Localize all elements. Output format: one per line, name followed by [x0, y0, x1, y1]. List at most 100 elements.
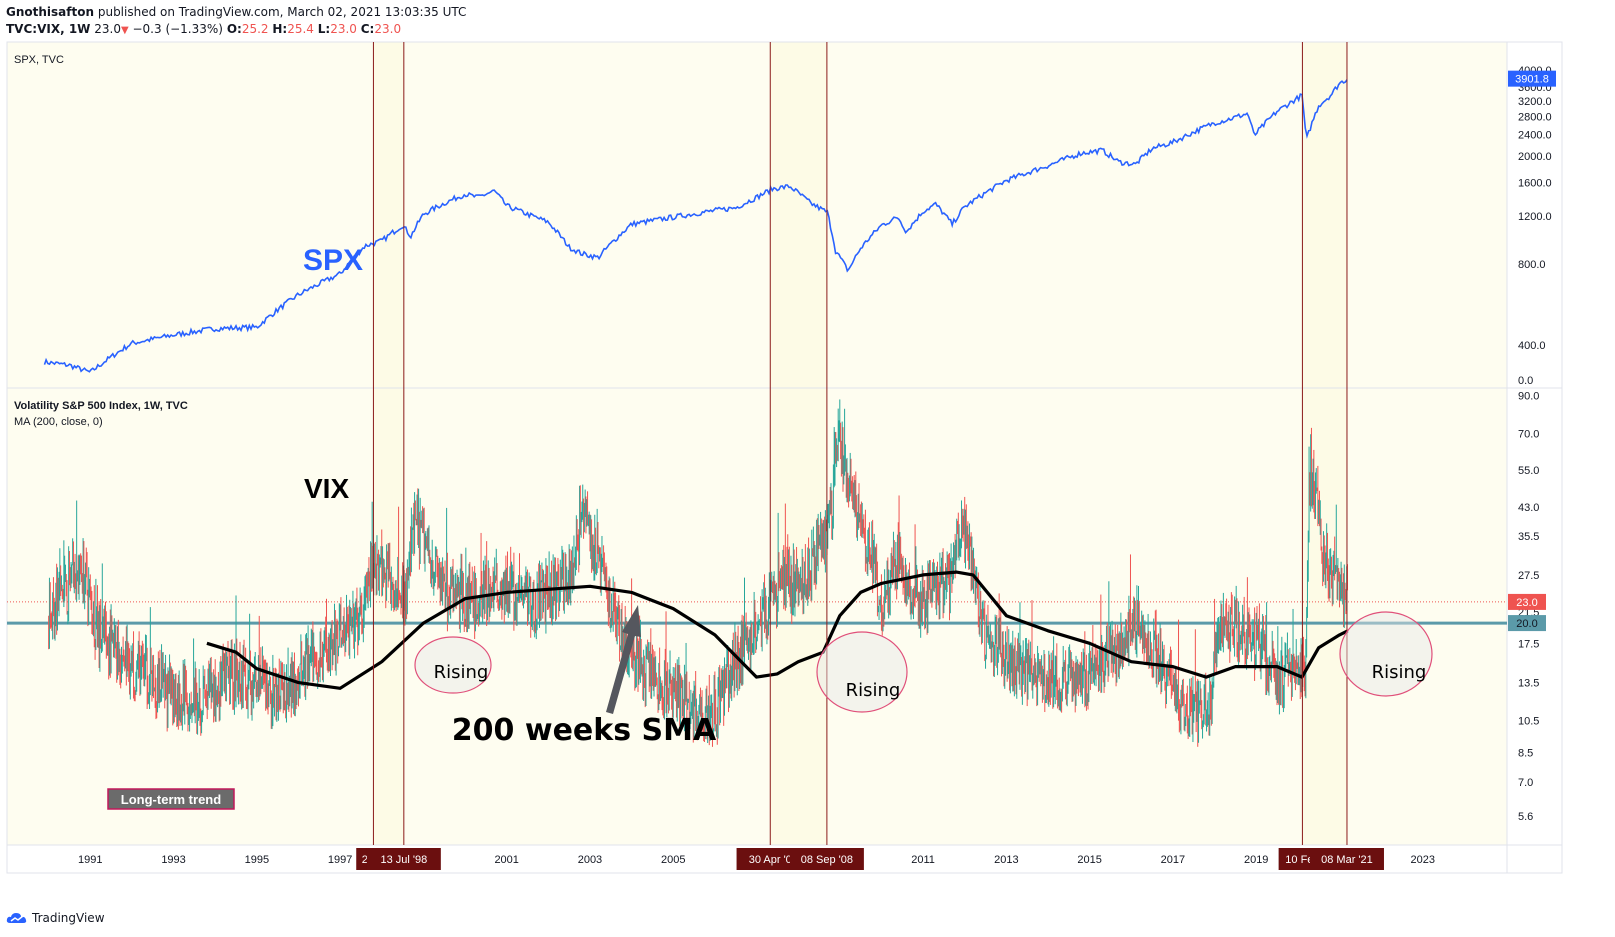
- sma-callout[interactable]: 200 weeks SMA: [452, 605, 717, 748]
- x-tick: 1995: [245, 854, 269, 866]
- author-name[interactable]: Gnothisafton: [6, 5, 95, 19]
- spx-y-tick: 1600.0: [1518, 177, 1552, 189]
- x-tick: 2023: [1411, 854, 1435, 866]
- x-tick: 1997: [328, 854, 352, 866]
- vix-y-tick: 7.0: [1518, 777, 1533, 789]
- sma-label: 200 weeks SMA: [452, 713, 717, 748]
- tradingview-cloud-icon: [6, 913, 27, 923]
- date-marker-text: 08 Mar '21: [1321, 854, 1373, 866]
- tradingview-brand: TradingView: [32, 911, 105, 925]
- date-marker-bg: [366, 848, 441, 870]
- date-marker-label[interactable]: 08 Mar '21: [1309, 848, 1384, 870]
- rising-ellipse: [1339, 611, 1433, 697]
- spx-y-tick: 0.0: [1518, 375, 1533, 387]
- spx-annotation: SPX: [303, 244, 363, 277]
- date-marker-text: 30 Apr '0: [749, 854, 792, 866]
- vix-y-tick: 90.0: [1518, 390, 1539, 402]
- spx-line: [43, 79, 1348, 373]
- date-marker-label[interactable]: 13 Jul '98: [366, 848, 441, 870]
- x-tick: 2015: [1077, 854, 1101, 866]
- spx-y-tick: 800.0: [1518, 259, 1546, 271]
- spx-y-tick: 400.0: [1518, 340, 1546, 352]
- rising-ellipse: [816, 631, 908, 713]
- vix-candles: [48, 399, 1348, 747]
- vix-last-badge-bg: [1508, 593, 1546, 610]
- close-label: C:: [360, 22, 375, 36]
- date-marker-label[interactable]: 08 Sep '08: [789, 848, 864, 870]
- vix-y-tick: 8.5: [1518, 748, 1533, 760]
- arrow-icon: [606, 605, 641, 714]
- high-value: 25.4: [287, 22, 314, 36]
- date-marker-text: 13 Jul '98: [380, 854, 427, 866]
- vix-y-tick: 70.0: [1518, 428, 1539, 440]
- rising-label: Rising: [846, 680, 901, 701]
- chart-frame: [6, 41, 1563, 874]
- high-label: H:: [272, 22, 288, 36]
- x-tick: 1993: [161, 854, 185, 866]
- vix-y-tick: 27.5: [1518, 570, 1539, 582]
- vix-legend: Volatility S&P 500 Index, 1W, TVC: [14, 400, 188, 412]
- long-term-trend-badge[interactable]: Long-term trend: [107, 788, 235, 810]
- x-tick: 1991: [78, 854, 102, 866]
- x-tick: 2003: [578, 854, 602, 866]
- open-label: O:: [226, 22, 242, 36]
- vix-y-tick: 17.5: [1518, 638, 1539, 650]
- spx-y-tick: 2800.0: [1518, 112, 1552, 124]
- rising-ellipse: [414, 636, 492, 694]
- low-label: L:: [317, 22, 331, 36]
- symbol-header: TVC:VIX, 1W 23.0▼ −0.3 (−1.33%) O:25.2 H…: [6, 21, 401, 39]
- x-tick: 2011: [911, 854, 935, 866]
- tradingview-logo[interactable]: TradingView: [6, 911, 105, 925]
- price-change: −0.3 (−1.33%): [132, 22, 223, 36]
- spx-last-badge: 3901.8: [1508, 70, 1556, 87]
- spx-last-value: 3901.8: [1515, 74, 1549, 86]
- date-marker-bg: [736, 848, 804, 870]
- vix-last-badge: 23.0: [1508, 593, 1546, 610]
- long-term-label: Long-term trend: [121, 792, 221, 807]
- date-marker-bg: [1309, 848, 1384, 870]
- published-info: published on TradingView.com, March 02, …: [97, 5, 467, 19]
- hline-badge-bg: [1508, 615, 1546, 632]
- spx-legend: SPX, TVC: [14, 54, 64, 66]
- spx-y-tick: 2400.0: [1518, 130, 1552, 142]
- vix-annotation: VIX: [304, 473, 349, 504]
- rising-callout[interactable]: Rising: [414, 636, 492, 694]
- x-tick: 2005: [661, 854, 685, 866]
- vix-y-tick: 55.0: [1518, 465, 1539, 477]
- spx-y-tick: 1200.0: [1518, 211, 1552, 223]
- x-tick: 2013: [994, 854, 1018, 866]
- hline-value: 20.0: [1516, 618, 1537, 630]
- vix-y-tick: 43.0: [1518, 502, 1539, 514]
- open-value: 25.2: [241, 22, 269, 36]
- spx-y-tick: 3200.0: [1518, 96, 1552, 108]
- hline-badge: 20.0: [1508, 615, 1546, 632]
- rising-label: Rising: [1372, 662, 1427, 683]
- x-tick: 2017: [1161, 854, 1185, 866]
- vix-y-tick: 5.6: [1518, 811, 1533, 823]
- x-tick: 2019: [1244, 854, 1268, 866]
- long-term-badge-bg: [107, 788, 235, 810]
- down-arrow-icon: ▼: [120, 25, 129, 36]
- date-marker-bg: [789, 848, 864, 870]
- vix-y-tick: 35.5: [1518, 531, 1539, 543]
- ma-legend: MA (200, close, 0): [14, 416, 103, 428]
- rising-callout[interactable]: Rising: [1339, 611, 1433, 697]
- last-price: 23.0: [94, 22, 121, 36]
- x-tick: 2001: [494, 854, 518, 866]
- publish-header: Gnothisafton published on TradingView.co…: [6, 4, 466, 20]
- date-marker-label[interactable]: 30 Apr '0: [736, 848, 804, 870]
- vix-last-value: 23.0: [1516, 597, 1537, 609]
- vix-y-tick: 13.5: [1518, 678, 1539, 690]
- close-value: 23.0: [374, 22, 402, 36]
- plot-tint: [7, 42, 1507, 845]
- date-marker-text: 08 Sep '08: [801, 854, 853, 866]
- rising-callout[interactable]: Rising: [816, 631, 908, 713]
- rising-label: Rising: [434, 662, 489, 683]
- ma200-line: [206, 570, 1349, 690]
- spx-last-badge-bg: [1508, 70, 1556, 87]
- low-value: 23.0: [330, 22, 357, 36]
- vix-y-tick: 10.5: [1518, 716, 1539, 728]
- spx-y-tick: 2000.0: [1518, 151, 1552, 163]
- symbol-label[interactable]: TVC:VIX, 1W: [6, 22, 91, 36]
